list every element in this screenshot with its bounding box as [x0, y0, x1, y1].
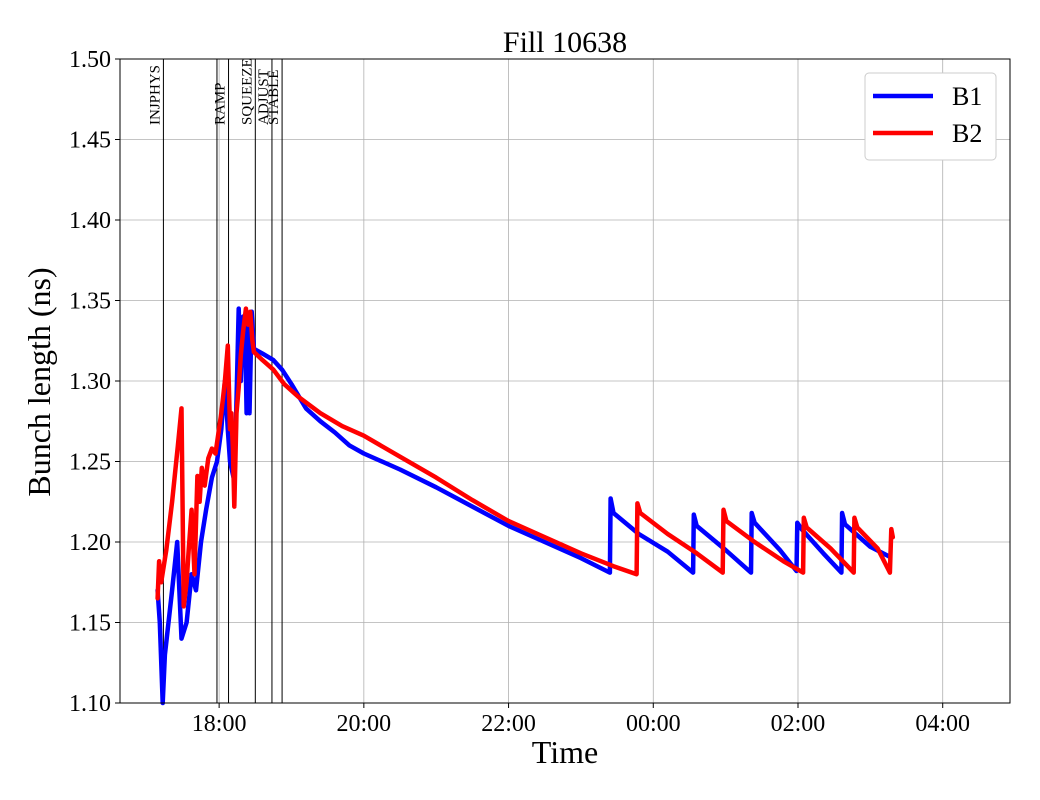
y-tick-label: 1.15 — [69, 611, 111, 637]
phase-label: STABLE — [266, 70, 282, 125]
x-tick-label: 00:00 — [626, 711, 681, 737]
x-axis-label: Time — [532, 734, 598, 770]
phase-label: SQUEEZE — [239, 58, 255, 125]
series-line-b1 — [155, 306, 892, 706]
phase-label: INJPHYS — [147, 65, 163, 125]
series-lines — [155, 306, 896, 706]
y-tick-label: 1.10 — [69, 691, 111, 717]
y-tick-label: 1.40 — [69, 208, 111, 234]
x-axis-ticks: 18:00 20:00 22:00 00:00 02:00 04:00 — [192, 703, 970, 737]
x-tick-label: 02:00 — [771, 711, 826, 737]
phase-label: RAMP — [213, 82, 229, 125]
y-axis-label: Bunch length (ns) — [21, 267, 57, 496]
x-tick-label: 22:00 — [481, 711, 536, 737]
phase-label: ADJUST — [256, 69, 272, 125]
legend: B1 B2 — [864, 72, 997, 161]
x-tick-label: 20:00 — [337, 711, 392, 737]
y-tick-label: 1.20 — [69, 530, 111, 556]
x-tick-label: 18:00 — [192, 711, 247, 737]
chart-title: Fill 10638 — [503, 26, 627, 59]
grid — [120, 58, 1010, 704]
y-tick-label: 1.45 — [69, 128, 111, 154]
y-tick-label: 1.30 — [69, 369, 111, 395]
y-tick-label: 1.50 — [69, 47, 111, 73]
y-tick-label: 1.35 — [69, 289, 111, 315]
y-axis-ticks: 1.10 1.15 1.20 1.25 1.30 1.35 1.40 1.45 1.50 — [69, 47, 120, 717]
series-line-b2 — [155, 306, 896, 609]
x-tick-label: 04:00 — [915, 711, 970, 737]
legend-b1-label: B1 — [952, 82, 982, 111]
y-tick-label: 1.25 — [69, 450, 111, 476]
legend-b2-label: B2 — [952, 119, 982, 148]
